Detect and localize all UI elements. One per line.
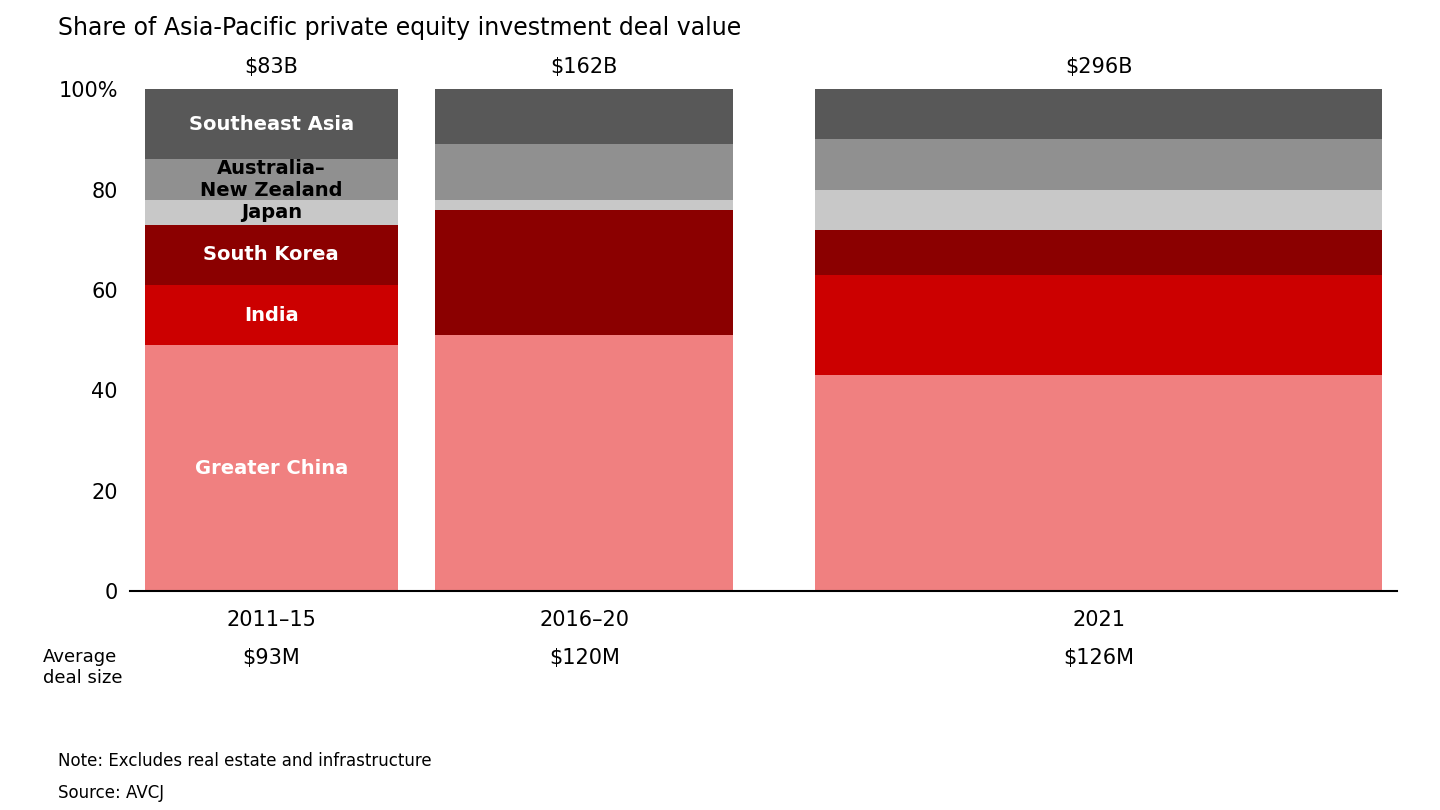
Bar [144,224,397,285]
Text: Share of Asia-Pacific private equity investment deal value: Share of Asia-Pacific private equity inv… [58,16,740,40]
Text: Southeast Asia: Southeast Asia [189,115,354,134]
Bar [815,89,1382,139]
Text: $162B: $162B [550,57,618,77]
Bar [435,89,733,144]
Text: Japan: Japan [240,202,302,222]
Text: $93M: $93M [242,648,300,668]
Bar [144,160,397,199]
Bar [144,199,397,224]
Bar [144,89,397,160]
Text: Average
deal size: Average deal size [43,648,122,687]
Bar [435,144,733,199]
Bar [815,375,1382,591]
Bar [815,190,1382,230]
Bar [435,210,733,335]
Text: Australia–
New Zealand: Australia– New Zealand [200,159,343,200]
Text: $120M: $120M [549,648,619,668]
Text: $296B: $296B [1066,57,1132,77]
Bar [144,345,397,591]
Bar [815,230,1382,275]
Bar [144,285,397,345]
Text: India: India [243,305,298,325]
Bar [435,199,733,210]
Bar [815,275,1382,375]
Text: $83B: $83B [245,57,298,77]
Text: $126M: $126M [1063,648,1135,668]
Text: South Korea: South Korea [203,245,338,264]
Text: Note: Excludes real estate and infrastructure: Note: Excludes real estate and infrastru… [58,752,431,770]
Text: Greater China: Greater China [194,458,348,478]
Text: Source: AVCJ: Source: AVCJ [58,784,164,802]
Bar [435,335,733,591]
Bar [815,139,1382,190]
